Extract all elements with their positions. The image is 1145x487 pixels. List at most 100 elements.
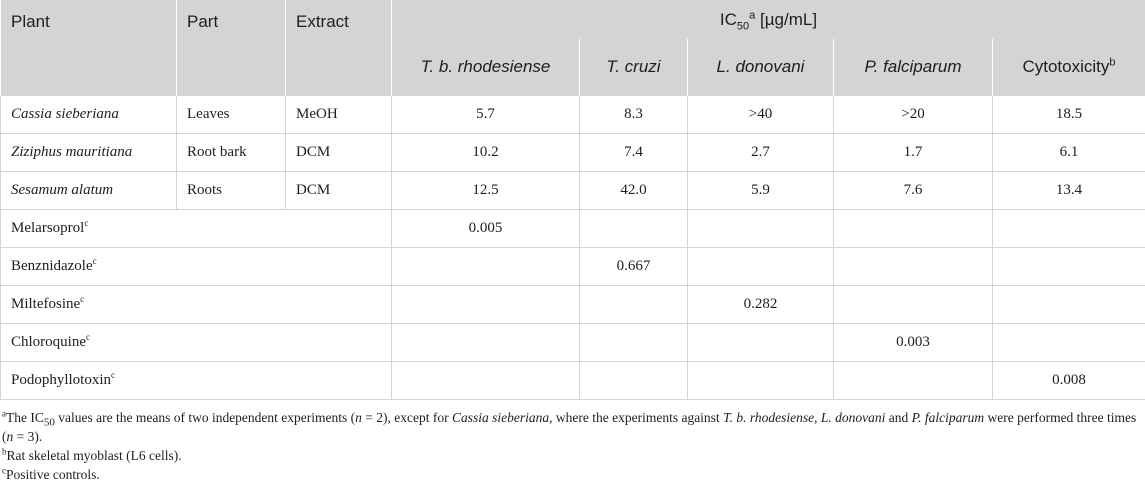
value-cell [391, 284, 580, 324]
part-cell: Root bark [176, 132, 286, 172]
value-cell: 6.1 [992, 132, 1145, 172]
footnote-c-mark: c [2, 465, 6, 476]
value-cell: >40 [687, 94, 834, 134]
value-cell [579, 208, 688, 248]
footnote-a-text5: , [814, 410, 821, 425]
control-name: Miltefosine [11, 295, 81, 312]
ic50-sup: a [749, 8, 756, 21]
table-row: Miltefosinec 0.282 [0, 284, 1145, 324]
header-l-donovani: L. donovani [687, 39, 834, 95]
value-cell: 42.0 [579, 170, 688, 210]
footnote-a-text8: = 3). [13, 429, 43, 444]
value-cell [687, 360, 834, 400]
header-t-cruzi: T. cruzi [579, 39, 688, 95]
value-cell [833, 208, 993, 248]
value-cell: 0.667 [579, 246, 688, 286]
control-name-cell: Podophyllotoxinc [0, 360, 392, 400]
value-cell [687, 322, 834, 362]
footnote-a-species2: T. b. rhodesiense [723, 410, 815, 425]
value-cell: 5.7 [391, 94, 580, 134]
value-cell [579, 322, 688, 362]
footnote-b: bRat skeletal myoblast (L6 cells). [0, 446, 1145, 465]
footnote-b-mark: b [2, 446, 7, 457]
control-name: Melarsoprol [11, 219, 85, 236]
header-t-b-rhodesiense: T. b. rhodesiense [391, 39, 580, 95]
extract-cell: DCM [285, 132, 392, 172]
table-row: Sesamum alatum Roots DCM 12.5 42.0 5.9 7.6 13.4 [0, 170, 1145, 210]
control-sup: c [84, 217, 89, 228]
extract-cell: DCM [285, 170, 392, 210]
footnote-a: aThe IC50 values are the means of two in… [0, 408, 1145, 446]
header-part: Part [176, 0, 286, 95]
plant-name-cell: Cassia sieberiana [0, 94, 177, 134]
control-name-cell: Miltefosinec [0, 284, 392, 324]
footnote-a-n2: n [6, 429, 14, 444]
extract-cell: MeOH [285, 94, 392, 134]
control-sup: c [86, 331, 90, 342]
footnote-a-species4: P. falciparum [911, 410, 985, 425]
footnote-a-species3: L. donovani [820, 410, 886, 425]
value-cell: 12.5 [391, 170, 580, 210]
table-row: Chloroquinec 0.003 [0, 322, 1145, 362]
footnotes: aThe IC50 values are the means of two in… [0, 408, 1145, 484]
value-cell [687, 246, 834, 286]
footnote-a-sub: 50 [43, 416, 55, 429]
control-name-cell: Chloroquinec [0, 322, 392, 362]
cytotoxicity-label: Cytotoxicity [1022, 56, 1110, 76]
control-name: Benznidazole [11, 257, 93, 274]
table-row: Cassia sieberiana Leaves MeOH 5.7 8.3 >40 >20 1… [0, 94, 1145, 134]
footnote-a-mark: a [2, 408, 6, 419]
table-row: Podophyllotoxinc 0.008 [0, 360, 1145, 400]
ic50-prefix: IC [719, 9, 737, 29]
footnote-a-text6: and [885, 410, 912, 425]
value-cell [833, 246, 993, 286]
control-sup: c [111, 369, 116, 380]
footnote-a-species1: Cassia sieberiana [451, 410, 550, 425]
table-row: Melarsoprolc 0.005 [0, 208, 1145, 248]
value-cell [992, 284, 1145, 324]
value-cell: 1.7 [833, 132, 993, 172]
control-name-cell: Benznidazolec [0, 246, 392, 286]
footnote-b-text: Rat skeletal myoblast (L6 cells). [6, 448, 182, 463]
plant-name-cell: Sesamum alatum [0, 170, 177, 210]
control-name: Podophyllotoxin [11, 371, 112, 388]
ic50-unit: [µg/mL] [755, 9, 818, 29]
value-cell: >20 [833, 94, 993, 134]
footnote-a-text7: were performed three times ( [2, 410, 1137, 444]
header-p-falciparum: P. falciparum [833, 39, 993, 95]
footnote-a-text1: The IC [6, 410, 44, 425]
cytotoxicity-sup: b [1109, 56, 1116, 69]
footnote-c: cPositive controls. [0, 465, 1145, 484]
value-cell: 10.2 [391, 132, 580, 172]
header-ic50: IC50a [µg/mL] [391, 0, 1145, 39]
value-cell [391, 322, 580, 362]
value-cell: 5.9 [687, 170, 834, 210]
value-cell: 18.5 [992, 94, 1145, 134]
control-sup: c [92, 255, 97, 266]
footnote-a-text2: values are the means of two independent … [54, 410, 356, 425]
value-cell [992, 208, 1145, 248]
value-cell [579, 284, 688, 324]
value-cell [833, 360, 993, 400]
value-cell [391, 360, 580, 400]
footnote-a-n1: n [355, 410, 362, 425]
value-cell: 0.003 [833, 322, 993, 362]
header-cytotoxicity: Cytotoxicityb [992, 39, 1145, 95]
table-body: Cassia sieberiana Leaves MeOH 5.7 8.3 >40 >20 1… [0, 94, 1145, 400]
control-sup: c [80, 293, 85, 304]
ic50-sub: 50 [736, 19, 750, 32]
control-name-cell: Melarsoprolc [0, 208, 392, 248]
ic50-table: Plant Part Extract IC50a [µg/mL] T. b. r… [0, 0, 1145, 400]
footnote-a-text3: = 2), except for [361, 410, 452, 425]
part-cell: Roots [176, 170, 286, 210]
plant-name-cell: Ziziphus mauritiana [0, 132, 177, 172]
value-cell [992, 246, 1145, 286]
value-cell: 7.6 [833, 170, 993, 210]
value-cell: 0.008 [992, 360, 1145, 400]
header-plant: Plant [0, 0, 177, 95]
value-cell: 8.3 [579, 94, 688, 134]
header-extract: Extract [285, 0, 392, 95]
table-row: Benznidazolec 0.667 [0, 246, 1145, 286]
value-cell [833, 284, 993, 324]
value-cell: 13.4 [992, 170, 1145, 210]
